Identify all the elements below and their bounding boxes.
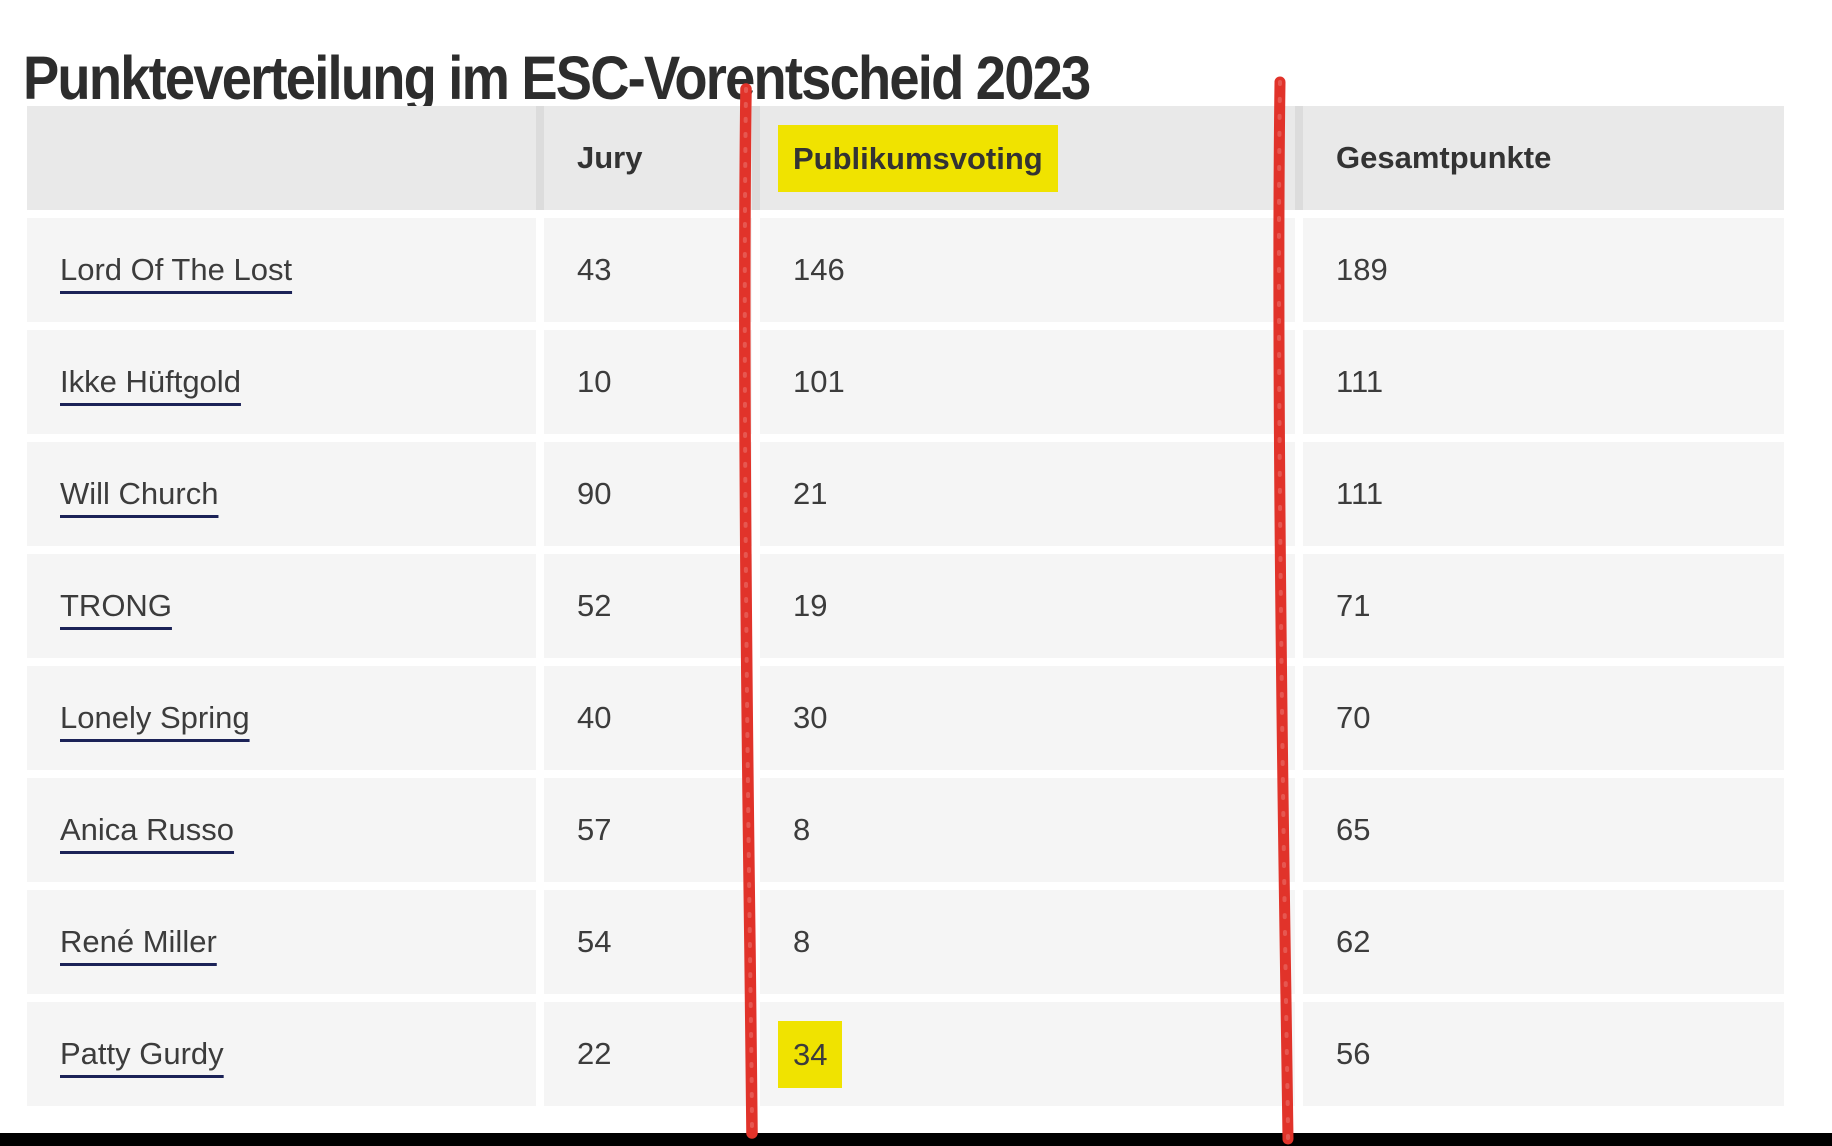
publikum-value: 146: [793, 252, 845, 287]
artist-cell: Lonely Spring: [27, 666, 536, 770]
publikum-value-cell: 34: [760, 1002, 1295, 1106]
publikum-value-cell: 146: [760, 218, 1295, 322]
publikum-value: 34: [778, 1020, 843, 1088]
jury-value: 54: [577, 924, 612, 959]
artist-cell: Anica Russo: [27, 778, 536, 882]
artist-link[interactable]: TRONG: [60, 588, 172, 623]
jury-value-cell: 22: [544, 1002, 752, 1106]
artist-link[interactable]: Lord Of The Lost: [60, 252, 293, 287]
col-header-publikumsvoting-label: Publikumsvoting: [793, 140, 1043, 176]
col-header-jury-label: Jury: [577, 140, 643, 175]
gesamt-value: 56: [1336, 1036, 1371, 1071]
col-header-gesamtpunkte: Gesamtpunkte: [1303, 106, 1784, 210]
bottom-black-bar: [0, 1133, 1832, 1146]
publikum-value: 8: [793, 812, 811, 847]
jury-value: 43: [577, 252, 612, 287]
artist-link[interactable]: Anica Russo: [60, 812, 235, 847]
publikum-value-cell: 8: [760, 890, 1295, 994]
publikum-value: 30: [793, 700, 828, 735]
artist-cell: Will Church: [27, 442, 536, 546]
artist-link[interactable]: Ikke Hüftgold: [60, 364, 241, 399]
gesamt-value-cell: 189: [1303, 218, 1784, 322]
gesamt-value: 71: [1336, 588, 1371, 623]
artist-link[interactable]: Patty Gurdy: [60, 1036, 224, 1071]
points-table: Jury Publikumsvoting Gesamtpunkte Lord O…: [27, 106, 1784, 1106]
gesamt-value: 111: [1336, 364, 1384, 399]
gesamt-value: 65: [1336, 812, 1371, 847]
jury-value: 90: [577, 476, 612, 511]
col-header-jury: Jury: [544, 106, 752, 210]
publikum-value-cell: 8: [760, 778, 1295, 882]
col-header-artist: [27, 106, 536, 210]
gesamt-value-cell: 65: [1303, 778, 1784, 882]
col-header-publikumsvoting: Publikumsvoting: [760, 106, 1295, 210]
publikum-value-cell: 30: [760, 666, 1295, 770]
artist-cell: TRONG: [27, 554, 536, 658]
jury-value-cell: 52: [544, 554, 752, 658]
artist-cell: Patty Gurdy: [27, 1002, 536, 1106]
jury-value-cell: 40: [544, 666, 752, 770]
gesamt-value: 189: [1336, 252, 1388, 287]
jury-value-cell: 54: [544, 890, 752, 994]
publikum-value: 19: [793, 588, 828, 623]
gesamt-value-cell: 111: [1303, 330, 1784, 434]
gesamt-value: 62: [1336, 924, 1371, 959]
gesamt-value-cell: 111: [1303, 442, 1784, 546]
publikum-value-cell: 21: [760, 442, 1295, 546]
gesamt-value-cell: 62: [1303, 890, 1784, 994]
jury-value: 57: [577, 812, 612, 847]
publikum-value-cell: 19: [760, 554, 1295, 658]
publikum-value-cell: 101: [760, 330, 1295, 434]
gesamt-value: 111: [1336, 476, 1384, 511]
column-highlight-mark: Publikumsvoting: [778, 124, 1058, 192]
artist-cell: René Miller: [27, 890, 536, 994]
jury-value-cell: 90: [544, 442, 752, 546]
jury-value-cell: 10: [544, 330, 752, 434]
page-title: Punkteverteilung im ESC-Vorentscheid 202…: [23, 43, 1091, 112]
publikum-value: 101: [793, 364, 845, 399]
artist-cell: Lord Of The Lost: [27, 218, 536, 322]
artist-link[interactable]: René Miller: [60, 924, 217, 959]
gesamt-value-cell: 56: [1303, 1002, 1784, 1106]
artist-link[interactable]: Lonely Spring: [60, 700, 250, 735]
jury-value: 22: [577, 1036, 612, 1071]
gesamt-value-cell: 71: [1303, 554, 1784, 658]
artist-cell: Ikke Hüftgold: [27, 330, 536, 434]
jury-value: 52: [577, 588, 612, 623]
gesamt-value: 70: [1336, 700, 1371, 735]
jury-value: 40: [577, 700, 612, 735]
jury-value: 10: [577, 364, 612, 399]
gesamt-value-cell: 70: [1303, 666, 1784, 770]
col-header-gesamtpunkte-label: Gesamtpunkte: [1336, 140, 1552, 175]
publikum-value: 8: [793, 924, 811, 959]
publikum-value: 21: [793, 476, 828, 511]
jury-value-cell: 43: [544, 218, 752, 322]
jury-value-cell: 57: [544, 778, 752, 882]
artist-link[interactable]: Will Church: [60, 476, 219, 511]
